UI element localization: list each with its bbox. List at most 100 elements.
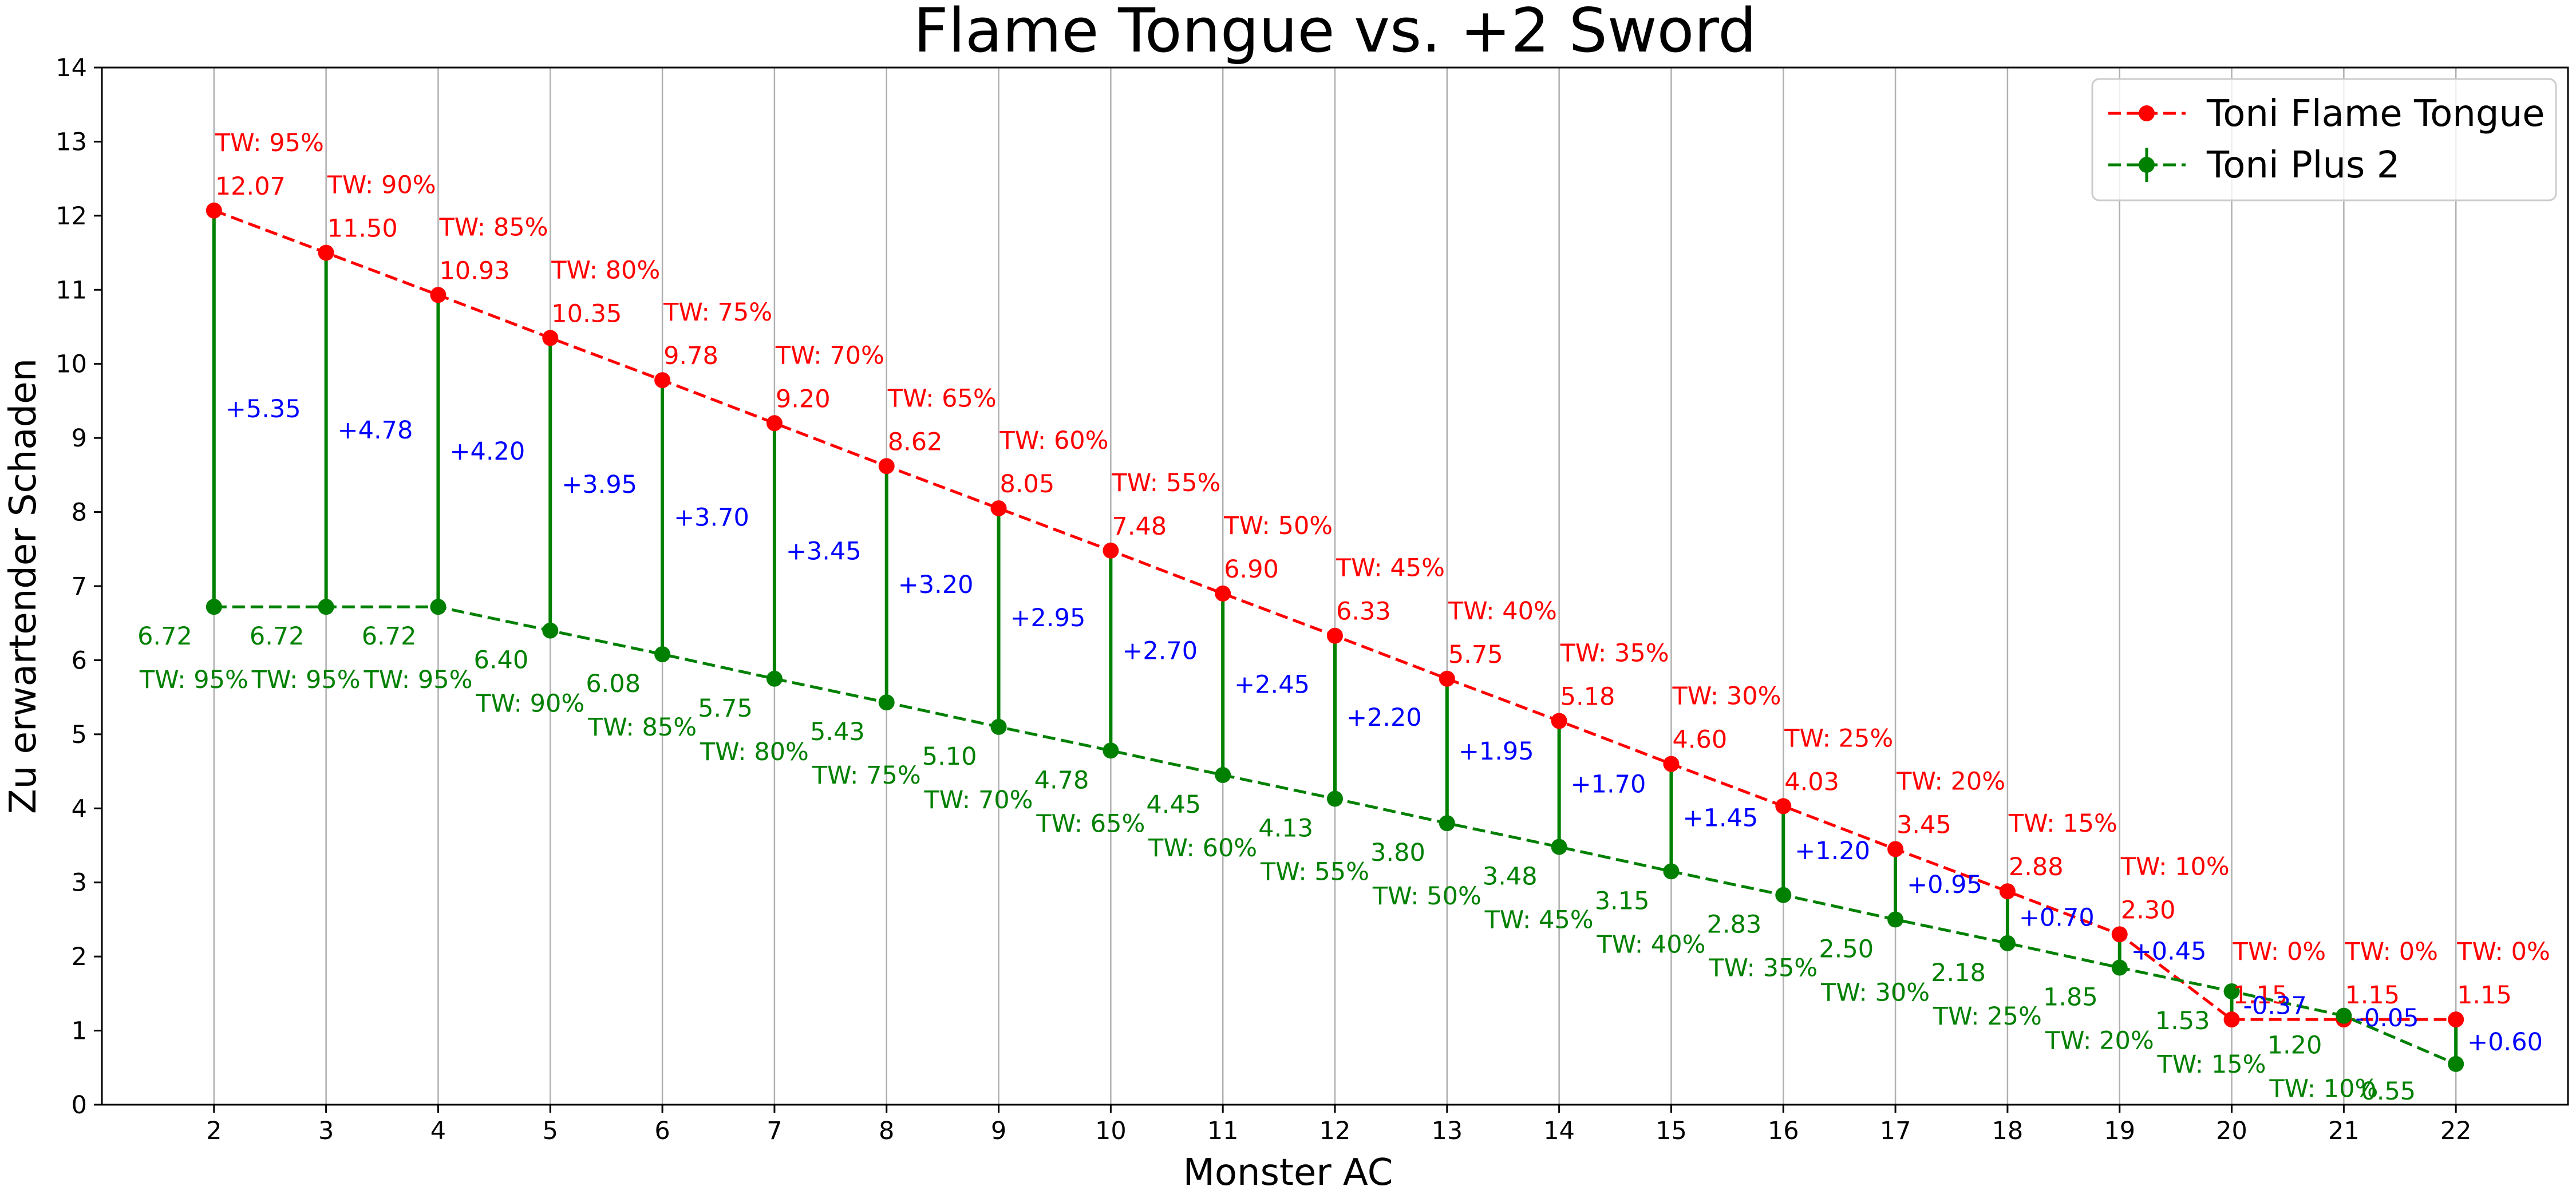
y-tick-label: 9 bbox=[72, 424, 87, 453]
flame-hit-label: TW: 35% bbox=[1560, 639, 1669, 668]
x-tick-label: 6 bbox=[654, 1117, 670, 1145]
plus2-value-label: 2.50 bbox=[1819, 935, 1874, 963]
difference-label: +3.95 bbox=[562, 470, 637, 499]
plus2-value-label: 5.10 bbox=[922, 742, 977, 771]
point-plus-2 bbox=[1551, 839, 1567, 855]
legend-label-flame: Toni Flame Tongue bbox=[2206, 93, 2545, 135]
difference-label: +1.95 bbox=[1459, 737, 1534, 766]
x-tick-label: 3 bbox=[318, 1117, 334, 1145]
point-flame-tongue bbox=[1551, 713, 1567, 729]
point-flame-tongue bbox=[430, 287, 446, 303]
plus2-value-label: 6.72 bbox=[362, 622, 417, 651]
point-plus-2 bbox=[1775, 887, 1791, 903]
difference-label: +0.45 bbox=[2131, 937, 2207, 966]
difference-label: +0.60 bbox=[2467, 1028, 2543, 1057]
y-tick-label: 7 bbox=[72, 572, 87, 601]
plus2-value-label: 1.53 bbox=[2155, 1007, 2210, 1035]
plus2-hit-label: TW: 95% bbox=[363, 666, 472, 694]
difference-label: +0.70 bbox=[2019, 904, 2095, 932]
point-flame-tongue bbox=[879, 458, 895, 474]
plus2-hit-label: TW: 95% bbox=[251, 666, 361, 694]
y-axis-label: Zu erwartender Schaden bbox=[2, 358, 45, 814]
plus2-hit-label: TW: 45% bbox=[1484, 906, 1594, 935]
plus2-hit-label: TW: 55% bbox=[1260, 857, 1369, 886]
y-tick-label: 12 bbox=[56, 202, 87, 231]
plus2-value-label: 1.85 bbox=[2043, 983, 2098, 1012]
plus2-hit-label: TW: 60% bbox=[1148, 834, 1257, 863]
y-tick-label: 1 bbox=[72, 1017, 87, 1046]
legend: Toni Flame Tongue Toni Plus 2 bbox=[2092, 79, 2556, 200]
plus2-hit-label: TW: 20% bbox=[2045, 1027, 2154, 1055]
plus2-value-label: 5.43 bbox=[810, 718, 865, 746]
legend-marker-flame bbox=[2139, 105, 2155, 121]
flame-hit-label: TW: 85% bbox=[438, 213, 548, 242]
y-tick-label: 2 bbox=[72, 943, 87, 971]
x-tick-label: 4 bbox=[430, 1117, 446, 1145]
flame-hit-label: TW: 15% bbox=[2008, 809, 2117, 838]
plus2-hit-label: TW: 85% bbox=[587, 713, 697, 742]
difference-label: +3.70 bbox=[674, 504, 749, 532]
flame-hit-label: TW: 95% bbox=[215, 129, 324, 157]
plus2-hit-label: TW: 70% bbox=[924, 786, 1033, 814]
point-flame-tongue bbox=[1887, 841, 1903, 857]
plus2-value-label: 4.13 bbox=[1258, 814, 1313, 843]
difference-label: +1.20 bbox=[1795, 837, 1870, 865]
flame-value-label: 2.88 bbox=[2009, 853, 2064, 881]
plus2-value-label: 2.18 bbox=[1931, 959, 1986, 987]
difference-label: +2.20 bbox=[1346, 703, 1422, 732]
flame-hit-label: TW: 25% bbox=[1784, 724, 1893, 753]
point-plus-2 bbox=[2112, 960, 2128, 976]
x-tick-label: 22 bbox=[2440, 1117, 2472, 1145]
flame-value-label: 12.07 bbox=[215, 172, 286, 201]
plus2-hit-label: TW: 25% bbox=[1933, 1002, 2042, 1031]
plus2-hit-label: TW: 80% bbox=[700, 738, 809, 766]
flame-hit-label: TW: 0% bbox=[2456, 938, 2550, 966]
plus2-hit-label: TW: 75% bbox=[812, 761, 921, 790]
y-tick-label: 13 bbox=[56, 128, 87, 156]
point-flame-tongue bbox=[2112, 926, 2128, 942]
point-flame-tongue bbox=[991, 500, 1007, 516]
point-flame-tongue bbox=[1663, 756, 1679, 772]
y-tick-label: 3 bbox=[72, 869, 87, 897]
flame-hit-label: TW: 30% bbox=[1672, 682, 1781, 711]
difference-label: +2.45 bbox=[1234, 670, 1310, 699]
flame-hit-label: TW: 40% bbox=[1448, 597, 1557, 626]
flame-hit-label: TW: 10% bbox=[2120, 852, 2230, 881]
flame-value-label: 5.75 bbox=[1448, 640, 1503, 669]
y-tick-label: 5 bbox=[72, 721, 87, 749]
point-plus-2 bbox=[1103, 742, 1119, 758]
flame-value-label: 5.18 bbox=[1560, 683, 1615, 711]
flame-value-label: 4.60 bbox=[1672, 726, 1727, 754]
x-tick-label: 10 bbox=[1095, 1117, 1127, 1145]
point-flame-tongue bbox=[542, 330, 558, 346]
flame-hit-label: TW: 0% bbox=[2233, 938, 2326, 966]
plus2-value-label: 3.15 bbox=[1595, 887, 1650, 915]
flame-value-label: 9.20 bbox=[776, 385, 831, 413]
plus2-value-label: 1.20 bbox=[2267, 1031, 2322, 1060]
plus2-value-label: 4.78 bbox=[1034, 766, 1089, 794]
x-tick-label: 7 bbox=[767, 1117, 782, 1145]
y-tick-label: 10 bbox=[56, 350, 87, 379]
plus2-hit-label: TW: 35% bbox=[1708, 954, 1818, 983]
x-tick-label: 16 bbox=[1768, 1117, 1799, 1145]
plus2-value-label: 6.72 bbox=[250, 622, 305, 651]
plus2-value-label: 3.48 bbox=[1483, 863, 1538, 891]
plus2-value-label: 4.45 bbox=[1146, 790, 1201, 819]
flame-value-label: 6.33 bbox=[1336, 598, 1391, 626]
point-plus-2 bbox=[767, 671, 783, 687]
flame-hit-label: TW: 45% bbox=[1336, 554, 1445, 583]
flame-hit-label: TW: 80% bbox=[551, 256, 660, 284]
y-tick-label: 8 bbox=[72, 499, 87, 527]
difference-label: +5.35 bbox=[226, 395, 301, 424]
flame-hit-label: TW: 55% bbox=[1111, 469, 1220, 497]
point-plus-2 bbox=[542, 623, 558, 639]
point-flame-tongue bbox=[1215, 586, 1231, 602]
difference-label: -0.37 bbox=[2243, 992, 2307, 1021]
point-plus-2 bbox=[1663, 863, 1679, 879]
point-flame-tongue bbox=[654, 372, 670, 388]
difference-label: +4.78 bbox=[338, 416, 413, 445]
plus2-value-label: 5.75 bbox=[698, 694, 753, 723]
plus2-value-label: 6.72 bbox=[137, 622, 192, 651]
x-tick-label: 14 bbox=[1543, 1117, 1575, 1145]
plus2-hit-label: TW: 30% bbox=[1820, 978, 1930, 1007]
